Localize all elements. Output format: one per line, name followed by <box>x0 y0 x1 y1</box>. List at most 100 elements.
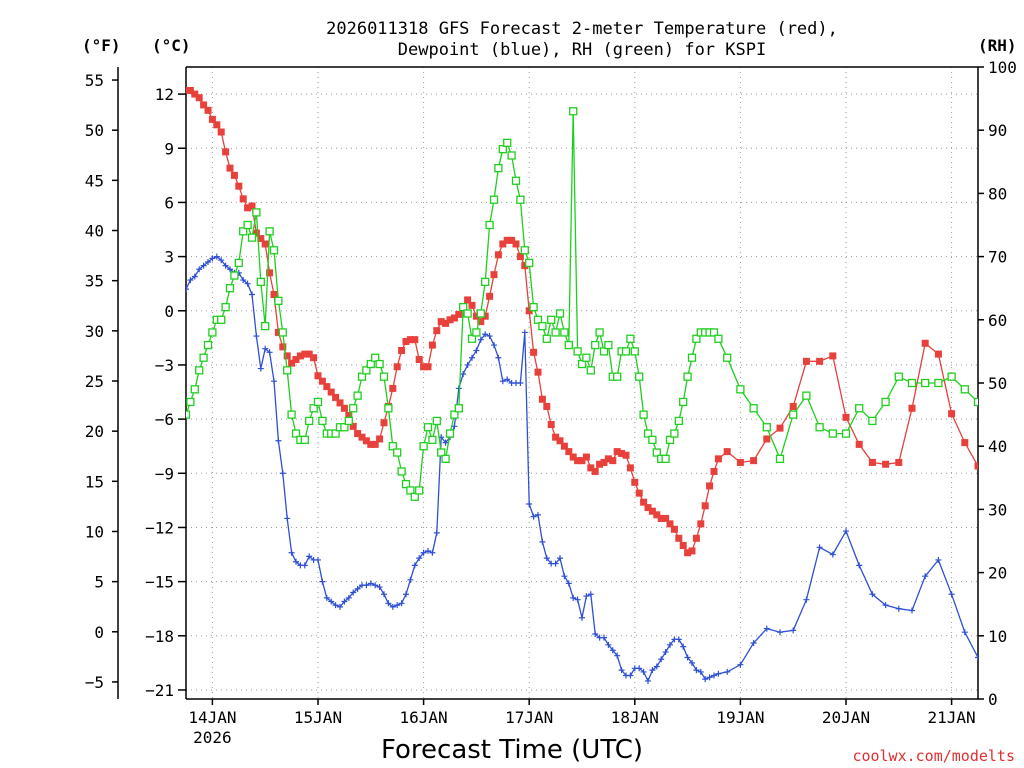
temperature-point <box>332 393 340 401</box>
temperature-point <box>626 464 634 472</box>
dewpoint-point <box>975 654 978 661</box>
dewpoint-point <box>187 277 194 284</box>
dewpoint-point <box>486 333 493 340</box>
rh-point <box>533 315 543 324</box>
dewpoint-point <box>909 607 915 614</box>
rh-point <box>613 372 622 381</box>
temperature-point <box>921 339 929 347</box>
dewpoint-point <box>491 342 497 349</box>
temperature-point <box>895 458 903 466</box>
rh-point <box>234 258 243 268</box>
temperature-point <box>323 383 331 391</box>
dewpoint-point <box>517 380 524 386</box>
dewpoint-line <box>186 255 978 683</box>
temperature-point <box>424 363 432 371</box>
temperature-point <box>499 240 507 248</box>
rh-point <box>841 429 851 438</box>
chart-title-line-1: 2026011318 GFS Forecast 2-meter Temperat… <box>326 19 838 39</box>
dewpoint-point <box>495 354 502 361</box>
celsius-tick-label: −15 <box>145 573 174 592</box>
series-temperature <box>186 86 978 557</box>
temperature-point <box>675 534 683 542</box>
dewpoint-point <box>429 549 436 556</box>
rh-point <box>278 328 287 337</box>
rh-point <box>366 359 375 369</box>
dewpoint-point <box>961 629 968 636</box>
temperature-point <box>252 229 260 237</box>
dewpoint-point <box>482 331 489 338</box>
temperature-point <box>380 419 388 427</box>
dewpoint-point <box>354 585 361 592</box>
temperature-point <box>354 430 362 438</box>
temperature-point <box>569 453 577 461</box>
dewpoint-point <box>684 654 691 661</box>
rh-point <box>476 309 485 318</box>
dewpoint-point <box>288 549 295 556</box>
rh-point <box>423 423 433 432</box>
rh-point <box>199 353 208 362</box>
series-rh <box>186 107 995 501</box>
temperature-point <box>882 460 890 468</box>
temperature-point <box>670 525 678 533</box>
dewpoint-point <box>763 625 770 632</box>
rh-point <box>494 163 503 173</box>
temperature-point <box>842 413 850 421</box>
temperature-point <box>389 384 397 392</box>
temperature-point <box>640 498 648 506</box>
rh-point <box>489 195 499 204</box>
temperature-point <box>710 467 718 475</box>
credit-text: coolwx.com/modelts <box>852 747 1015 765</box>
rh-point <box>463 309 472 318</box>
rh-point <box>547 315 556 324</box>
temperature-point <box>508 236 516 244</box>
dewpoint-point <box>363 582 370 589</box>
dewpoint-point <box>535 511 541 518</box>
temperature-point <box>750 457 758 465</box>
rh-point <box>988 430 995 437</box>
rh-point <box>269 246 279 255</box>
rh-point <box>907 378 917 388</box>
rh-point <box>894 372 903 381</box>
series-dewpoint <box>186 253 978 684</box>
temperature-point <box>195 94 203 102</box>
celsius-tick-label: −6 <box>155 410 174 429</box>
rh-point <box>393 448 402 457</box>
rh-point <box>375 359 384 369</box>
temperature-point <box>472 312 480 320</box>
dewpoint-point <box>579 614 585 621</box>
dewpoint-point <box>922 573 929 580</box>
dewpoint-point <box>301 562 308 569</box>
temperature-point <box>213 121 221 129</box>
temperature-point <box>547 421 555 429</box>
rh-point <box>630 347 639 356</box>
fahrenheit-tick-label: 10 <box>85 522 104 541</box>
rh-point <box>415 486 424 495</box>
temperature-point <box>270 291 278 299</box>
rh-point <box>406 486 415 495</box>
rh-point <box>428 435 437 445</box>
temperature-point <box>455 310 463 318</box>
temperature-point <box>582 453 590 461</box>
temperature-point <box>552 433 560 441</box>
dewpoint-point <box>869 591 876 598</box>
rh-point <box>652 448 661 457</box>
rh-point <box>349 404 358 413</box>
rh-point <box>736 385 745 394</box>
dewpoint-point <box>658 656 665 663</box>
temperature-point <box>503 236 511 244</box>
temperature-point <box>248 202 256 210</box>
dewpoint-point <box>702 676 709 683</box>
temperature-point <box>961 439 969 447</box>
rh-point <box>564 340 573 350</box>
celsius-tick-label: 3 <box>164 248 174 267</box>
temperature-point <box>433 327 441 335</box>
temperature-point <box>618 449 626 457</box>
rh-tick-label: 60 <box>988 311 1007 330</box>
rh-point <box>388 442 397 451</box>
temperature-point <box>948 410 956 418</box>
dewpoint-point <box>521 329 528 336</box>
rh-point <box>472 328 481 337</box>
dewpoint-point <box>587 591 594 598</box>
temperature-point <box>437 318 445 326</box>
temperature-point <box>266 269 274 277</box>
